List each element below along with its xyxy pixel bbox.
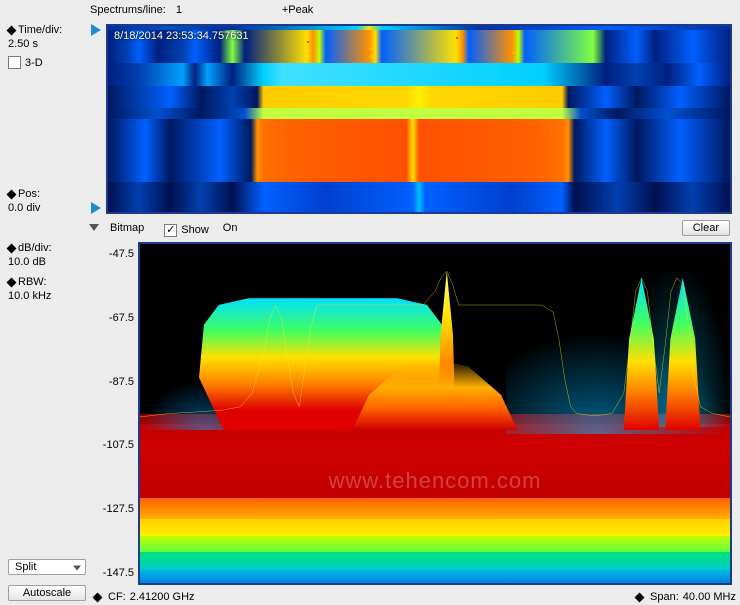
mid-controls: Bitmap Show On Clear [0,218,740,238]
chevron-down-icon[interactable] [88,222,100,234]
show-label: Show [181,224,209,236]
on-label: On [223,222,238,234]
split-select[interactable]: Split [8,559,86,575]
lower-block: dB/div: 10.0 dB RBW: 10.0 kHz Split Auto… [0,238,740,605]
spectrogram-plot[interactable]: 8/18/2014 23:53:34.757631 [106,24,732,214]
autoscale-button[interactable]: Autoscale [8,585,86,601]
sidebar-upper: Time/div: 2.50 s 3-D Pos: 0.0 div [0,20,90,218]
ytick-label: -147.5 [103,567,134,579]
ytick-label: -87.5 [109,376,134,388]
split-label: Split [15,561,36,573]
diamond-icon [7,243,17,253]
bitmap-column: -47.5 -67.5 -87.5 -107.5 -127.5 -147.5 www.te… [90,238,740,605]
span-value: 40.00 MHz [683,591,736,603]
marker-bottom-icon[interactable] [91,202,101,214]
marker-top-icon[interactable] [91,24,101,36]
diamond-icon [7,189,17,199]
checkbox-icon [164,224,177,237]
ytick-label: -127.5 [103,503,134,515]
bitmap-wrap: -47.5 -67.5 -87.5 -107.5 -127.5 -147.5 www.te… [90,238,740,589]
rbw-row[interactable]: RBW: [8,276,86,288]
time-div-value: 2.50 s [8,38,86,50]
cf-value: 2.41200 GHz [130,591,195,603]
span-label: Span: [650,591,679,603]
spectrogram-timestamp: 8/18/2014 23:53:34.757631 [114,30,249,42]
ytick-label: -107.5 [103,439,134,451]
sidebar-lower: dB/div: 10.0 dB RBW: 10.0 kHz Split Auto… [0,238,90,605]
peak-mode-label: +Peak [282,4,314,16]
time-div-row[interactable]: Time/div: [8,24,86,36]
spectrums-line-label: Spectrums/line: [90,4,166,16]
db-div-value: 10.0 dB [8,256,86,268]
cf-label: CF: [108,591,126,603]
ytick-label: -67.5 [109,312,134,324]
time-div-label: Time/div: [18,24,62,36]
span-group: Span: 40.00 MHz [636,591,736,603]
diamond-icon [7,277,17,287]
show-checkbox[interactable]: Show [164,224,209,237]
checkbox-icon [8,56,21,69]
app-root: Spectrums/line: 1 +Peak Time/div: 2.50 s… [0,0,740,605]
rbw-label: RBW: [18,276,47,288]
diamond-icon [635,592,645,602]
three-d-checkbox[interactable]: 3-D [8,56,86,69]
clear-button[interactable]: Clear [682,220,730,236]
header-row: Spectrums/line: 1 +Peak [0,0,740,20]
diamond-icon [7,25,17,35]
upper-block: Time/div: 2.50 s 3-D Pos: 0.0 div 8/18/2… [0,20,740,218]
db-div-label: dB/div: [18,242,52,254]
pos-row[interactable]: Pos: [8,188,86,200]
spectrums-line-value: 1 [176,4,216,16]
spectrogram-markers [90,20,106,218]
three-d-label: 3-D [25,57,43,69]
bitmap-yaxis: -47.5 -67.5 -87.5 -107.5 -127.5 -147.5 [90,238,138,589]
ytick-label: -47.5 [109,248,134,260]
pos-label: Pos: [18,188,40,200]
status-bar: CF: 2.41200 GHz Span: 40.00 MHz [90,589,740,605]
rbw-value: 10.0 kHz [8,290,86,302]
bitmap-label: Bitmap [110,222,144,234]
bitmap-plot[interactable]: www.tehencom.com [138,242,732,585]
spectrogram-wrap: 8/18/2014 23:53:34.757631 [90,20,740,218]
db-div-row[interactable]: dB/div: [8,242,86,254]
diamond-icon [93,592,103,602]
pos-value: 0.0 div [8,202,86,214]
